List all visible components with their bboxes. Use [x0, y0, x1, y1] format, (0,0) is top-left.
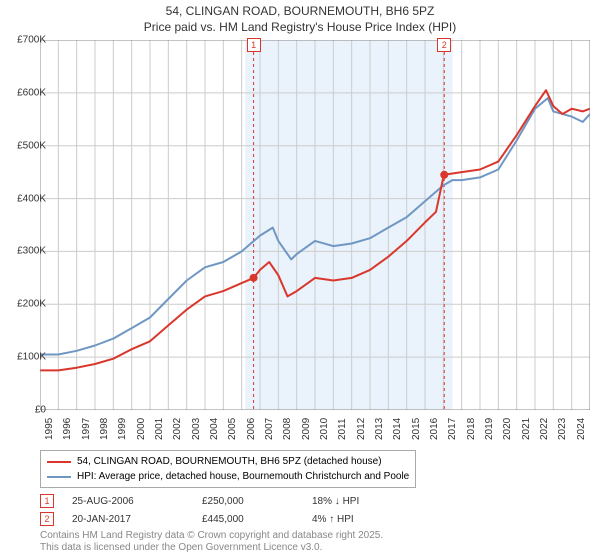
title-line2: Price paid vs. HM Land Registry's House … [0, 20, 600, 36]
marker-row-1: 1 25-AUG-2006 £250,000 18% ↓ HPI [40, 492, 412, 510]
x-tick-label: 2010 [319, 418, 330, 440]
sale-label-box: 2 [437, 38, 451, 52]
x-tick-label: 2009 [301, 418, 312, 440]
marker-num-1: 1 [44, 496, 49, 506]
legend-swatch-hpi [47, 476, 71, 478]
legend-row-property: 54, CLINGAN ROAD, BOURNEMOUTH, BH6 5PZ (… [47, 454, 409, 469]
x-tick-label: 1996 [62, 418, 73, 440]
legend-swatch-property [47, 461, 71, 463]
title-line1: 54, CLINGAN ROAD, BOURNEMOUTH, BH6 5PZ [0, 4, 600, 20]
x-tick-label: 1997 [81, 418, 92, 440]
legend-row-hpi: HPI: Average price, detached house, Bour… [47, 469, 409, 484]
x-tick-label: 2011 [337, 418, 348, 440]
x-tick-label: 2022 [539, 418, 550, 440]
y-tick-label: £300K [17, 246, 46, 257]
attribution: Contains HM Land Registry data © Crown c… [40, 530, 383, 554]
sale-label-box: 1 [247, 38, 261, 52]
plot-svg [40, 40, 590, 410]
x-tick-label: 2002 [172, 418, 183, 440]
y-tick-label: £600K [17, 87, 46, 98]
x-tick-label: 2013 [374, 418, 385, 440]
y-tick-label: £500K [17, 140, 46, 151]
y-tick-label: £200K [17, 299, 46, 310]
x-tick-label: 2005 [227, 418, 238, 440]
x-tick-label: 2018 [466, 418, 477, 440]
legend-box: 54, CLINGAN ROAD, BOURNEMOUTH, BH6 5PZ (… [40, 450, 416, 488]
x-tick-label: 2019 [484, 418, 495, 440]
marker-price-1: £250,000 [202, 496, 312, 507]
y-tick-label: £0 [35, 405, 46, 416]
x-tick-label: 1995 [44, 418, 55, 440]
title-block: 54, CLINGAN ROAD, BOURNEMOUTH, BH6 5PZ P… [0, 0, 600, 35]
x-tick-label: 2023 [557, 418, 568, 440]
x-tick-label: 2003 [191, 418, 202, 440]
marker-table: 1 25-AUG-2006 £250,000 18% ↓ HPI 2 20-JA… [40, 492, 412, 528]
x-tick-label: 2017 [447, 418, 458, 440]
marker-box-1: 1 [40, 494, 54, 508]
marker-delta-1: 18% ↓ HPI [312, 496, 412, 507]
x-tick-label: 2024 [576, 418, 587, 440]
marker-date-1: 25-AUG-2006 [72, 496, 202, 507]
attribution-line2: This data is licensed under the Open Gov… [40, 542, 383, 554]
x-tick-label: 2014 [392, 418, 403, 440]
marker-row-2: 2 20-JAN-2017 £445,000 4% ↑ HPI [40, 510, 412, 528]
x-tick-label: 2004 [209, 418, 220, 440]
x-tick-label: 2006 [246, 418, 257, 440]
x-tick-label: 2020 [502, 418, 513, 440]
x-tick-label: 2001 [154, 418, 165, 440]
x-tick-label: 2015 [411, 418, 422, 440]
marker-delta-2: 4% ↑ HPI [312, 514, 412, 525]
x-tick-label: 2000 [136, 418, 147, 440]
y-tick-label: £100K [17, 352, 46, 363]
y-tick-label: £700K [17, 35, 46, 46]
x-tick-label: 1999 [117, 418, 128, 440]
y-tick-label: £400K [17, 193, 46, 204]
x-tick-label: 2008 [282, 418, 293, 440]
marker-date-2: 20-JAN-2017 [72, 514, 202, 525]
x-tick-label: 1998 [99, 418, 110, 440]
x-tick-label: 2021 [521, 418, 532, 440]
attribution-line1: Contains HM Land Registry data © Crown c… [40, 530, 383, 542]
x-tick-label: 2012 [356, 418, 367, 440]
x-tick-label: 2007 [264, 418, 275, 440]
legend-label-property: 54, CLINGAN ROAD, BOURNEMOUTH, BH6 5PZ (… [77, 454, 382, 469]
chart-area [40, 40, 590, 410]
marker-num-2: 2 [44, 514, 49, 524]
marker-price-2: £445,000 [202, 514, 312, 525]
legend-label-hpi: HPI: Average price, detached house, Bour… [77, 469, 409, 484]
x-tick-label: 2016 [429, 418, 440, 440]
marker-box-2: 2 [40, 512, 54, 526]
chart-container: 54, CLINGAN ROAD, BOURNEMOUTH, BH6 5PZ P… [0, 0, 600, 560]
